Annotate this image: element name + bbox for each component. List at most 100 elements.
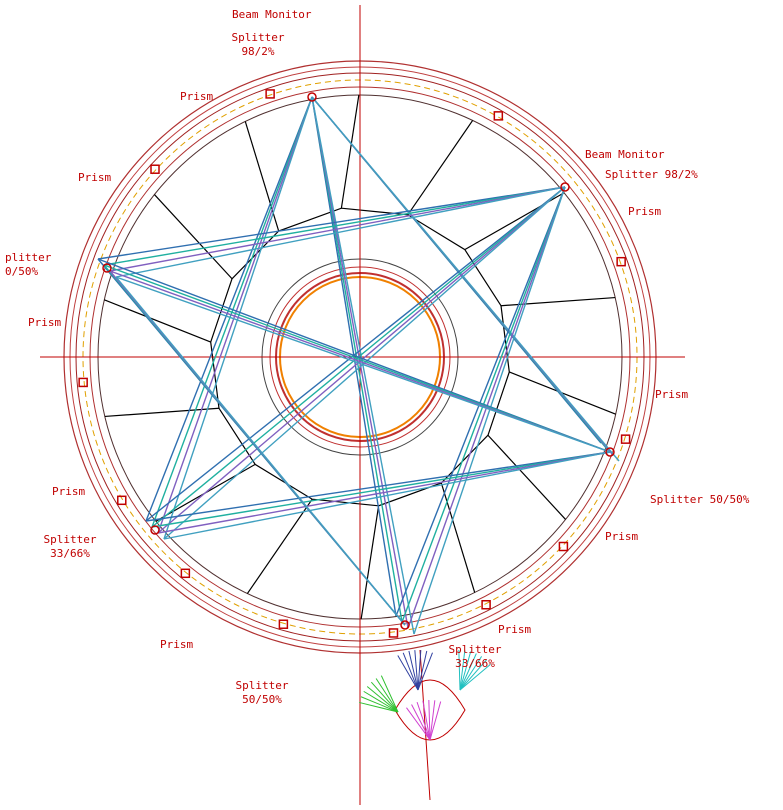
- label: Splitter 98/2%: [605, 168, 698, 181]
- labels: Beam MonitorSplitter98/2%PrismPrismBeam …: [5, 8, 750, 706]
- beam: [97, 186, 566, 260]
- fan: [416, 701, 431, 741]
- prism: [150, 164, 160, 174]
- fan: [428, 700, 431, 741]
- beam: [145, 186, 566, 522]
- spoke: [360, 505, 380, 620]
- beam: [163, 451, 611, 540]
- fan: [429, 700, 436, 741]
- label: 33/66%: [455, 657, 495, 670]
- beam: [115, 276, 406, 626]
- fan: [417, 650, 428, 691]
- prism: [620, 434, 631, 444]
- inner-polygon: [210, 207, 510, 507]
- prism: [493, 111, 504, 121]
- beam: [115, 186, 566, 278]
- beam: [151, 451, 611, 528]
- fan: [429, 701, 442, 741]
- prism: [78, 377, 88, 388]
- label: Splitter 50/50%: [650, 493, 750, 506]
- beam: [311, 96, 620, 462]
- prism: [265, 89, 275, 99]
- beam: [103, 186, 566, 266]
- spoke: [487, 434, 566, 520]
- drawing: [40, 5, 685, 805]
- label: Prism: [498, 623, 531, 636]
- label: Prism: [78, 171, 111, 184]
- label: Prism: [160, 638, 193, 651]
- fan: [459, 650, 466, 691]
- label: Beam Monitor: [232, 8, 312, 21]
- fan: [408, 650, 419, 691]
- fan: [380, 675, 399, 713]
- spoke: [244, 121, 280, 232]
- prism: [117, 495, 127, 506]
- beam: [145, 451, 611, 522]
- prism: [616, 256, 626, 267]
- label: Prism: [28, 316, 61, 329]
- label: Splitter: [449, 643, 502, 656]
- fan: [459, 656, 483, 691]
- fan: [417, 652, 433, 691]
- fan: [366, 686, 399, 713]
- splitter-node: [605, 447, 615, 457]
- label: Splitter: [232, 31, 285, 44]
- label: Prism: [180, 90, 213, 103]
- fan: [360, 696, 399, 713]
- spoke: [104, 299, 211, 343]
- fan: [417, 650, 422, 691]
- label: Beam Monitor: [585, 148, 665, 161]
- label: Prism: [605, 530, 638, 543]
- prism: [278, 619, 289, 629]
- label: Splitter: [44, 533, 97, 546]
- splitter-node: [560, 182, 570, 192]
- spoke: [154, 194, 233, 280]
- beam: [157, 96, 313, 534]
- label: Prism: [655, 388, 688, 401]
- prism: [388, 628, 399, 638]
- splitter-node: [150, 525, 160, 535]
- label: 0/50%: [5, 265, 38, 278]
- label: plitter: [5, 251, 52, 264]
- fan: [370, 681, 399, 713]
- fan: [359, 701, 399, 713]
- fan: [459, 651, 472, 691]
- spoke: [500, 296, 616, 307]
- label: Splitter: [236, 679, 289, 692]
- fan: [459, 659, 487, 691]
- beam: [311, 96, 397, 617]
- label: 33/66%: [50, 547, 90, 560]
- beam: [311, 96, 409, 629]
- spoke: [340, 94, 360, 209]
- fan: [422, 700, 431, 741]
- label: Prism: [628, 205, 661, 218]
- splitter-node: [102, 263, 112, 273]
- beam: [115, 276, 611, 453]
- beam: [109, 186, 566, 272]
- fan: [402, 652, 419, 691]
- fan: [411, 704, 431, 741]
- fan: [459, 653, 477, 691]
- beam: [157, 451, 611, 534]
- spoke: [104, 407, 220, 418]
- fan: [397, 655, 419, 691]
- splitter-node: [400, 620, 410, 630]
- beam: [395, 186, 566, 617]
- fan: [458, 650, 461, 691]
- beam: [413, 186, 566, 635]
- label: Prism: [52, 485, 85, 498]
- beam: [311, 96, 415, 635]
- prism: [180, 568, 191, 579]
- fan: [414, 650, 419, 691]
- fan: [406, 707, 431, 741]
- prism: [558, 541, 569, 552]
- spoke: [407, 120, 474, 216]
- fan: [459, 663, 491, 691]
- splitter-node: [307, 92, 317, 102]
- label: 50/50%: [242, 693, 282, 706]
- fan: [363, 690, 399, 713]
- beam: [311, 96, 403, 623]
- label: 98/2%: [241, 45, 274, 58]
- prism: [481, 600, 491, 610]
